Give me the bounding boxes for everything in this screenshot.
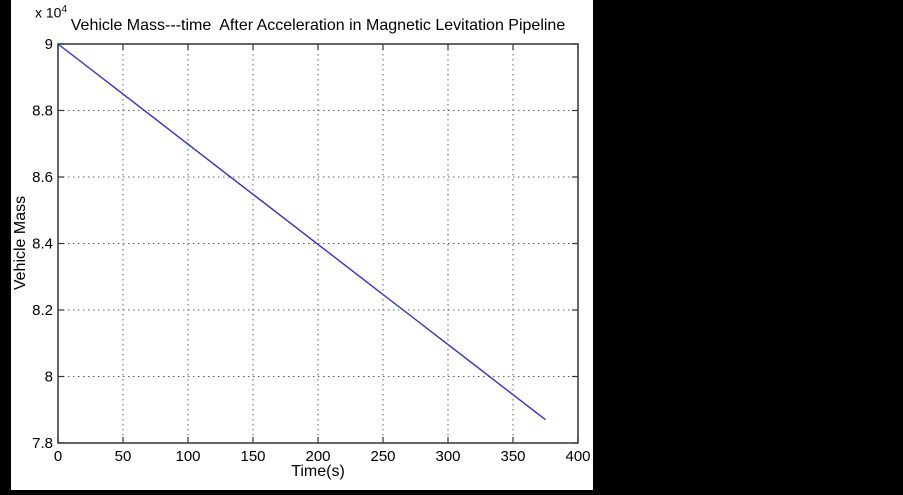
x-axis-label: Time(s) bbox=[291, 463, 345, 480]
matlab-figure: x 104 Vehicle Mass---time After Accelera… bbox=[11, 0, 593, 490]
y-tick-label: 8.2 bbox=[32, 302, 53, 319]
x-tick-label: 0 bbox=[54, 448, 62, 465]
plot-area: 0 50 100 150 200 250 300 350 400 7.8 8 8.2 8.4 8.6 8.8… bbox=[32, 36, 590, 465]
y-exponent-power: 4 bbox=[61, 4, 68, 15]
x-tick-label: 200 bbox=[305, 448, 330, 465]
y-tick-label: 9 bbox=[45, 36, 53, 53]
x-tick-label: 100 bbox=[175, 448, 200, 465]
y-exponent-base: x 10 bbox=[35, 4, 62, 21]
y-tick-label: 7.8 bbox=[32, 435, 53, 452]
x-tick-label: 300 bbox=[435, 448, 460, 465]
y-axis-exponent-label: x 104 bbox=[35, 4, 67, 21]
x-tick-label: 400 bbox=[565, 448, 590, 465]
y-axis-label: Vehicle Mass bbox=[12, 195, 29, 291]
x-tick-label: 150 bbox=[240, 448, 265, 465]
data-line-vehicle-mass-vs-time bbox=[57, 43, 546, 421]
y-tick-label: 8.4 bbox=[32, 236, 53, 253]
x-tick-label: 50 bbox=[115, 448, 132, 465]
chart-title: Vehicle Mass---time After Acceleration i… bbox=[70, 17, 566, 34]
y-tick-label: 8.8 bbox=[32, 103, 53, 120]
x-tick-label: 250 bbox=[370, 448, 395, 465]
x-tick-label: 350 bbox=[500, 448, 525, 465]
axis-box bbox=[57, 43, 579, 444]
y-tick-label: 8 bbox=[45, 369, 53, 386]
y-tick-label: 8.6 bbox=[32, 169, 53, 186]
